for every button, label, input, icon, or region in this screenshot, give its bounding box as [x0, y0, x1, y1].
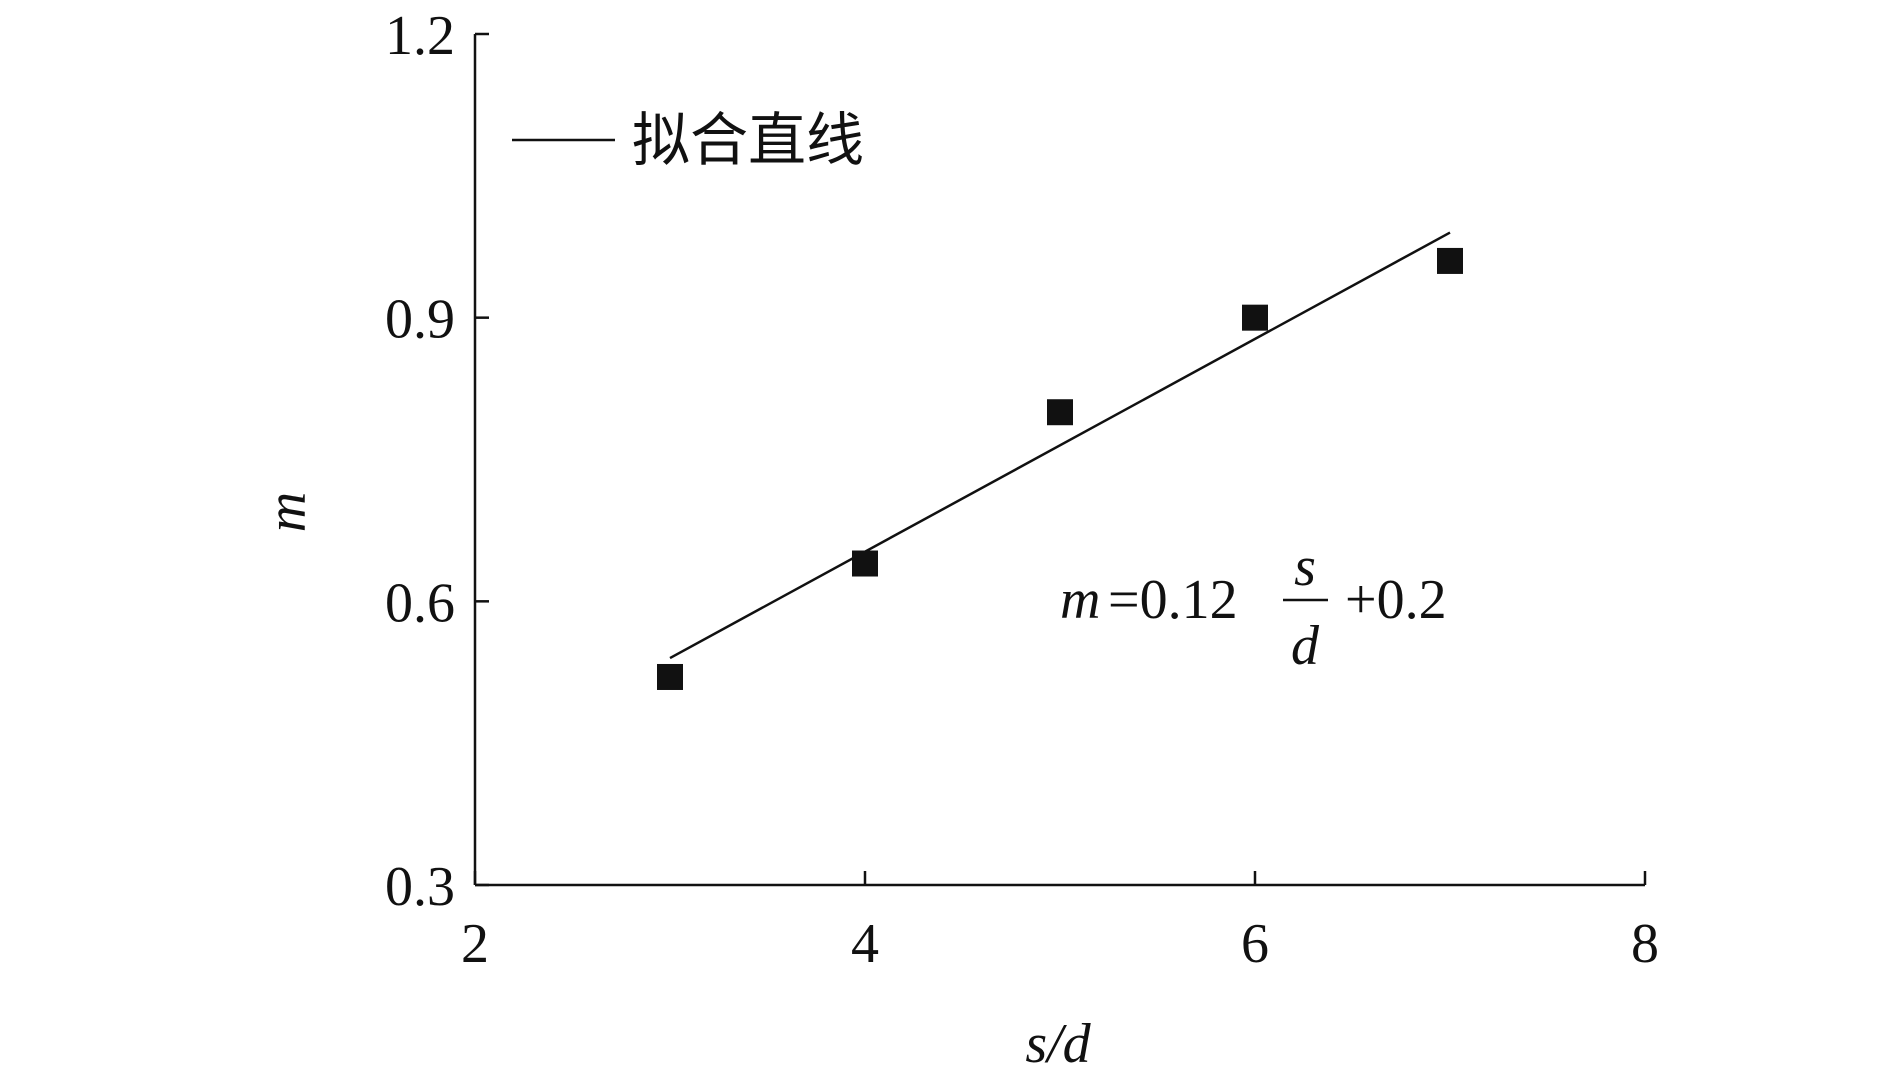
y-tick-label: 0.3: [385, 856, 455, 918]
data-point: [852, 550, 878, 577]
data-point: [1047, 399, 1073, 426]
x-tick-label: 2: [461, 913, 489, 975]
equation-coef: =0.12: [1108, 569, 1238, 631]
data-point: [657, 663, 683, 690]
x-axis-label: s/d: [1025, 1013, 1091, 1072]
equation-denominator: d: [1291, 615, 1320, 677]
y-tick-label: 1.2: [385, 5, 455, 67]
fit-line: [669, 231, 1451, 660]
legend-label: 拟合直线: [632, 108, 864, 173]
data-point: [1437, 247, 1463, 274]
x-tick-label: 6: [1241, 913, 1269, 975]
y-axis-label: m: [256, 492, 318, 532]
x-tick-label: 4: [851, 913, 879, 975]
y-tick-label: 0.9: [385, 289, 455, 351]
legend: 拟合直线: [512, 108, 864, 173]
equation-numerator: s: [1294, 536, 1316, 598]
equation-lhs: m: [1060, 569, 1100, 631]
y-tick-label: 0.6: [385, 572, 455, 634]
x-tick-label: 8: [1631, 913, 1659, 975]
equation-rhs: +0.2: [1345, 569, 1447, 631]
equation-annotation: m =0.12 s d +0.2: [1060, 536, 1447, 677]
data-point: [1242, 304, 1268, 331]
axes: [473, 34, 1645, 887]
